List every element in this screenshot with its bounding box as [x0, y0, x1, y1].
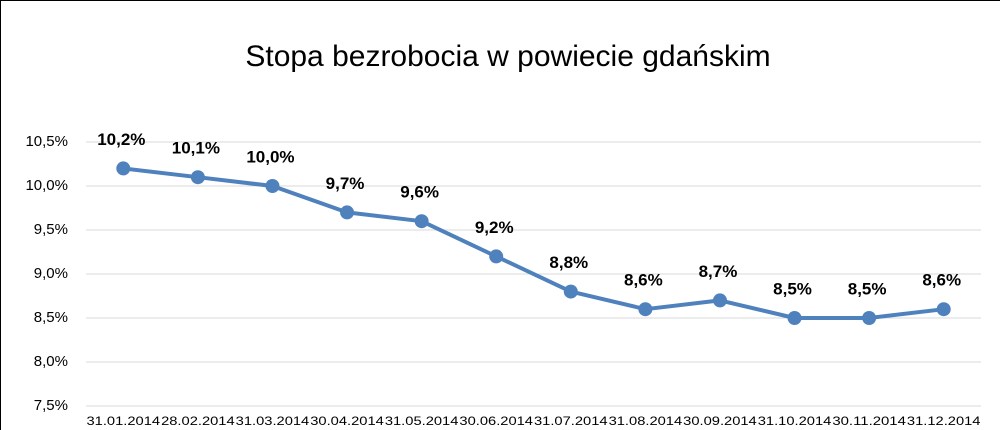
- line: [123, 166, 944, 320]
- point: [489, 249, 504, 264]
- data-label: 8,8%: [549, 253, 588, 272]
- point: [414, 214, 429, 229]
- y-tick-label: 10,5%: [25, 133, 68, 150]
- data-label: 10,0%: [246, 147, 294, 166]
- point: [340, 205, 355, 220]
- y-tick-label: 9,5%: [34, 221, 68, 238]
- point: [936, 302, 951, 317]
- data-label: 10,2%: [97, 130, 145, 149]
- point: [712, 293, 727, 308]
- x-tick-label: 31.01.2014: [87, 416, 161, 428]
- point: [190, 170, 205, 185]
- data-label: 8,5%: [773, 279, 812, 298]
- x-tick-label: 28.02.2014: [161, 416, 235, 428]
- data-label: 9,7%: [326, 174, 365, 193]
- x-tick-label: 31.07.2014: [534, 416, 608, 428]
- point: [265, 179, 280, 193]
- data-label: 9,2%: [475, 218, 514, 237]
- data-label: 10,1%: [172, 139, 220, 158]
- point: [638, 302, 653, 317]
- y-tick-label: 9,0%: [34, 265, 68, 282]
- chart-title: Stopa bezrobocia w powiecie gdańskim: [245, 40, 770, 73]
- x-tick-label: 31.10.2014: [758, 416, 832, 428]
- point: [116, 161, 131, 176]
- x-tick-label: 30.04.2014: [310, 416, 384, 428]
- y-tick-label: 8,5%: [34, 309, 68, 326]
- y-tick-label: 10,0%: [25, 177, 68, 194]
- x-tick-label: 30.06.2014: [459, 416, 533, 428]
- data-label: 8,5%: [848, 279, 887, 298]
- x-tick-label: 30.09.2014: [683, 416, 757, 428]
- data-label: 9,6%: [400, 183, 439, 202]
- x-tick-label: 31.12.2014: [907, 416, 981, 428]
- x-tick-label: 30.11.2014: [832, 416, 906, 428]
- point: [787, 311, 802, 325]
- point: [563, 284, 578, 299]
- x-tick-label: 31.08.2014: [609, 416, 683, 428]
- x-tick-label: 31.05.2014: [385, 416, 459, 428]
- point: [862, 311, 877, 325]
- y-tick-label: 8,0%: [34, 353, 68, 370]
- data-label: 8,6%: [922, 271, 961, 290]
- y-tick-label: 7,5%: [34, 397, 68, 414]
- data-label: 8,6%: [624, 271, 663, 290]
- x-tick-label: 31.03.2014: [236, 416, 310, 428]
- data-label: 8,7%: [699, 262, 738, 281]
